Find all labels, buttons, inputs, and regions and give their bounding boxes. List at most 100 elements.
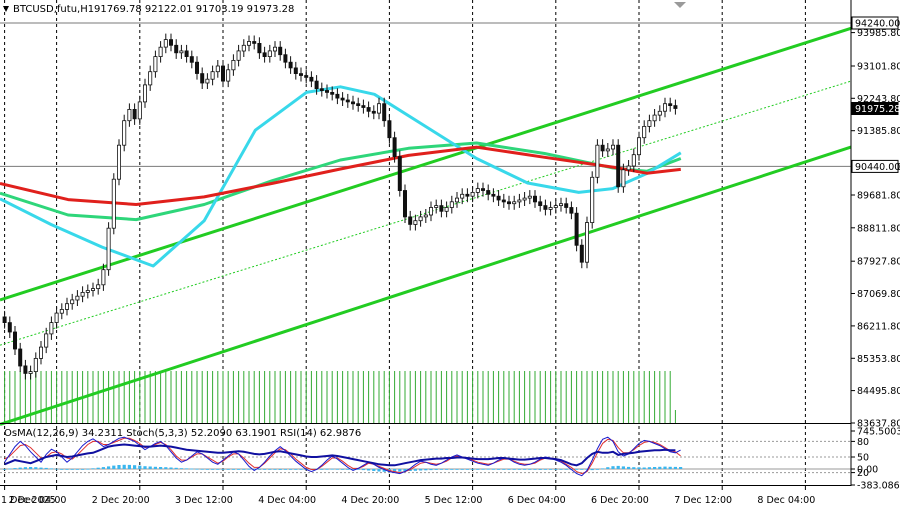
- candle-body: [517, 199, 522, 203]
- osma-bar: [439, 469, 443, 470]
- osma-bar: [325, 468, 329, 470]
- candle-body: [631, 154, 636, 167]
- scroll-shift-marker[interactable]: [674, 2, 686, 8]
- candle-body: [460, 193, 465, 199]
- candle-body: [288, 61, 293, 69]
- osma-bar: [502, 469, 506, 470]
- price-label-text: 90440.00: [855, 162, 900, 173]
- time-tick-label: 6 Dec 04:00: [508, 495, 566, 506]
- candle-body: [106, 227, 111, 271]
- volume-bars: [4, 371, 676, 423]
- osma-bar: [122, 464, 126, 469]
- candle-body: [59, 308, 64, 314]
- osma-bar: [450, 469, 454, 470]
- osma-bar: [101, 467, 105, 469]
- candle-body: [611, 144, 616, 150]
- candle-body: [449, 201, 454, 208]
- time-tick-label: 6 Dec 20:00: [591, 495, 649, 506]
- osma-bar: [616, 465, 620, 469]
- candle-body: [470, 191, 475, 197]
- candle-body: [2, 316, 7, 323]
- osma-bar: [49, 468, 53, 470]
- osma-bar: [164, 467, 168, 469]
- chart-menu-icon[interactable]: [3, 6, 9, 12]
- osma-bar: [263, 469, 267, 470]
- osma-bar: [3, 469, 7, 470]
- osma-bar: [595, 469, 599, 470]
- osma-bar: [60, 469, 64, 470]
- candle-body: [663, 103, 668, 112]
- candle-body: [444, 207, 449, 212]
- osma-bar: [294, 469, 298, 470]
- candle-body: [49, 322, 54, 335]
- osma-bar: [486, 468, 490, 470]
- osma-bar: [34, 467, 38, 469]
- candle-body: [252, 41, 257, 44]
- ohlc-readout: 91769.78 92122.01 91703.19 91973.28: [94, 4, 294, 15]
- osma-bar: [356, 469, 360, 470]
- candle-body: [241, 44, 246, 52]
- osma-bar: [476, 469, 480, 470]
- osma-bar: [642, 467, 646, 469]
- candle-body: [496, 195, 501, 201]
- osma-bar: [174, 467, 178, 469]
- price-label-box: [851, 159, 899, 173]
- osma-bar: [606, 467, 610, 469]
- candle-body: [293, 67, 298, 75]
- osma-bar: [455, 469, 459, 470]
- osc-tick-label: 80: [857, 437, 869, 448]
- osma-bar: [517, 469, 521, 470]
- osma-bar: [112, 465, 116, 469]
- osma-bar: [491, 468, 495, 470]
- candle-body: [236, 50, 241, 61]
- osma-bar: [481, 468, 485, 470]
- osma-bar: [107, 466, 111, 469]
- osma-bar: [471, 469, 475, 470]
- candle-body: [418, 216, 423, 222]
- candle-body: [278, 46, 283, 56]
- osma-bar: [653, 467, 657, 469]
- price-tick-label: 85353.80: [857, 354, 900, 365]
- candle-body: [267, 50, 272, 58]
- price-tick-label: 88811.80: [857, 223, 900, 234]
- price-label-box: [851, 102, 899, 115]
- osma-bar: [398, 469, 402, 472]
- candle-body: [595, 144, 600, 178]
- candle-body: [579, 244, 584, 263]
- osma-bar: [237, 469, 241, 470]
- candle-body: [642, 126, 647, 139]
- candle-body: [205, 78, 210, 84]
- candle-body: [122, 120, 127, 146]
- osma-bar: [658, 466, 662, 469]
- candle-body: [345, 99, 350, 103]
- osma-bar: [559, 469, 563, 470]
- candle-body: [543, 205, 548, 210]
- candle-body: [220, 65, 225, 82]
- candle-body: [262, 52, 267, 57]
- osma-bar: [361, 469, 365, 471]
- osma-bar: [216, 469, 220, 470]
- osma-bar: [247, 468, 251, 470]
- chart-title: BTCUSD,futu,H1: [13, 4, 94, 15]
- osma-bar: [632, 467, 636, 469]
- candle-body: [231, 60, 236, 71]
- osma-bar: [226, 469, 230, 470]
- candle-body: [335, 93, 340, 99]
- candle-body: [402, 190, 407, 218]
- price-label-text: 94240.00: [855, 19, 900, 30]
- price-tick-label: 83637.80: [857, 419, 900, 430]
- candle-body: [314, 80, 319, 89]
- candle-body: [559, 203, 564, 206]
- osma-bar: [289, 469, 293, 470]
- stoch-signal-line: [4, 437, 681, 475]
- osma-bar: [590, 469, 594, 471]
- osma-bar: [39, 467, 43, 469]
- candle-body: [23, 365, 28, 374]
- candle-body: [215, 65, 220, 73]
- candle-body: [522, 197, 527, 201]
- osma-bar: [242, 469, 246, 470]
- osma-bar: [221, 469, 225, 470]
- osma-bar: [8, 468, 12, 470]
